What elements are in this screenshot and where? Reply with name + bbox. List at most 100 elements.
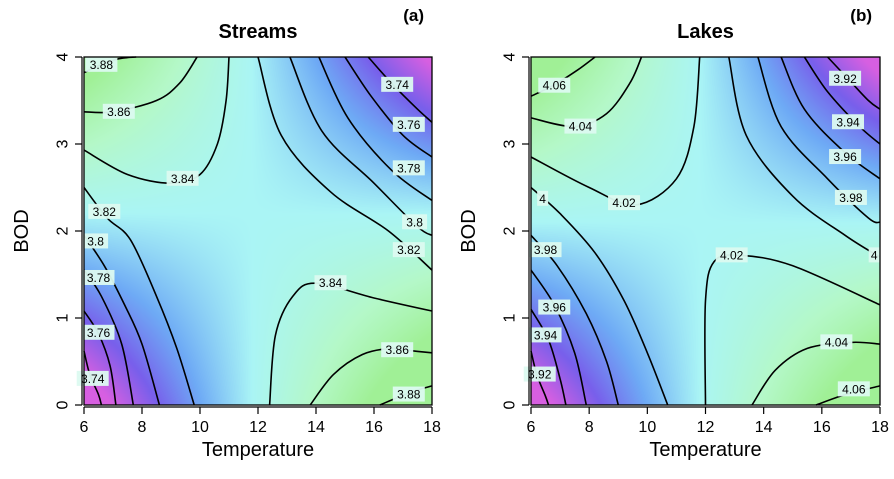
x-tick-label: 14 — [755, 419, 773, 436]
contour-label-bg — [166, 170, 199, 186]
contour-label-bg — [538, 299, 571, 315]
x-axis-title: Temperature — [649, 439, 761, 461]
contour-label: 4.04 — [825, 335, 849, 349]
contour-label-bg — [829, 149, 862, 165]
contour-label: 3.86 — [386, 343, 410, 357]
contour-label: 3.84 — [319, 276, 343, 290]
contour-line — [268, 282, 433, 406]
contour-line — [530, 56, 643, 128]
chart-title: Streams — [219, 21, 298, 43]
contour-label-bg — [523, 366, 556, 382]
contour-line — [757, 56, 881, 224]
x-tick-label: 10 — [191, 419, 209, 436]
x-tick-label: 16 — [365, 419, 383, 436]
x-tick-label: 6 — [527, 419, 536, 436]
contour-label-bg — [608, 195, 641, 211]
contour-line — [530, 308, 567, 406]
x-tick-label: 14 — [307, 419, 325, 436]
contour-line — [751, 341, 881, 406]
contour-label-bg — [832, 114, 865, 130]
contour-label: 4.06 — [543, 79, 567, 93]
contour-line — [257, 56, 433, 271]
contour-label: 3.96 — [833, 150, 857, 164]
contour-label: 3.98 — [534, 243, 558, 257]
contour-line — [83, 234, 161, 406]
contour-label-bg — [529, 242, 562, 258]
x-axis: 6 8 10 12 14 16 18 Temperature — [527, 406, 889, 461]
contour-label-bg — [529, 327, 562, 343]
contour-label-bg — [392, 242, 425, 258]
contour-label-bg — [381, 342, 414, 358]
y-tick-label: 0 — [55, 400, 72, 409]
y-tick-label: 4 — [502, 52, 519, 61]
contour-label-bg — [564, 118, 597, 134]
x-tick-label: 6 — [80, 419, 89, 436]
contour-label-bg — [76, 370, 109, 386]
contour-line — [344, 56, 433, 158]
contour-label: 3.98 — [839, 191, 863, 205]
y-tick-label: 0 — [502, 400, 519, 409]
y-tick-label: 3 — [502, 139, 519, 148]
x-axis-title: Temperature — [202, 439, 314, 461]
contour-label-bg — [82, 324, 115, 340]
y-tick-label: 3 — [55, 139, 72, 148]
panel-streams: 3.883.863.843.823.83.783.763.743.843.863… — [11, 6, 441, 461]
contour-label: 3.8 — [87, 234, 104, 248]
contour-label: 4.06 — [842, 382, 866, 396]
contour-label: 3.74 — [81, 372, 105, 386]
x-tick-label: 12 — [249, 419, 267, 436]
contour-label-bg — [537, 190, 549, 206]
contour-label-bg — [85, 56, 118, 72]
panel-lakes: 4.06 4.04 4.02 4 3.98 3.96 3.94 3.92 4.02 4.04 4.0… — [458, 6, 889, 461]
x-axis: 6 8 10 12 14 16 18 Temperature — [80, 406, 441, 461]
contour-line — [530, 56, 701, 206]
contour-line — [530, 350, 550, 406]
contour-label: 4.02 — [720, 248, 744, 262]
contour-label-bg — [88, 203, 121, 219]
x-tick-label: 18 — [871, 419, 889, 436]
contour-label-bg — [314, 275, 347, 291]
contour-line — [83, 310, 117, 406]
contour-label: 3.94 — [836, 115, 860, 129]
contour-label: 3.94 — [534, 328, 558, 342]
contour-line — [827, 56, 881, 110]
y-axis: 0 1 2 3 4 BOD — [11, 52, 83, 409]
contour-label: 3.76 — [397, 118, 421, 132]
contour-line — [803, 56, 881, 145]
contour-label: 3.82 — [93, 205, 117, 219]
contour-line — [289, 56, 433, 237]
contour-label-bg — [820, 334, 853, 350]
y-axis: 0 1 2 3 4 BOD — [458, 52, 530, 409]
y-tick-label: 2 — [55, 226, 72, 235]
x-tick-label: 10 — [638, 419, 656, 436]
contour-label: 4.04 — [569, 120, 593, 134]
contour-label: 3.92 — [833, 72, 857, 86]
contour-label-bg — [392, 160, 425, 176]
contour-label: 3.92 — [528, 368, 552, 382]
contour-label: 3.86 — [107, 105, 131, 119]
contour-label: 3.76 — [87, 326, 111, 340]
contour-label-bg — [83, 233, 109, 249]
contour-label: 3.82 — [397, 243, 421, 257]
y-tick-label: 4 — [55, 52, 72, 61]
contour-line — [83, 56, 230, 185]
contour-line — [309, 347, 433, 406]
panel-tag: (b) — [850, 6, 872, 25]
contour-label-bg — [538, 77, 571, 93]
contour-label: 4 — [539, 192, 546, 206]
contour-line — [530, 269, 588, 406]
contour-label-bg — [402, 214, 428, 230]
contour-label: 3.78 — [397, 161, 421, 175]
contour-label-bg — [392, 116, 425, 132]
contour-label: 4.02 — [612, 196, 636, 210]
contour-label-bg — [381, 76, 414, 92]
y-tick-label: 1 — [55, 313, 72, 322]
plot-frame — [530, 56, 881, 406]
contour-label: 3.8 — [406, 215, 423, 229]
x-tick-label: 8 — [585, 419, 594, 436]
contour-label-bg — [102, 103, 135, 119]
contour-line — [367, 56, 433, 123]
contour-line — [780, 56, 881, 180]
x-tick-label: 8 — [138, 419, 147, 436]
